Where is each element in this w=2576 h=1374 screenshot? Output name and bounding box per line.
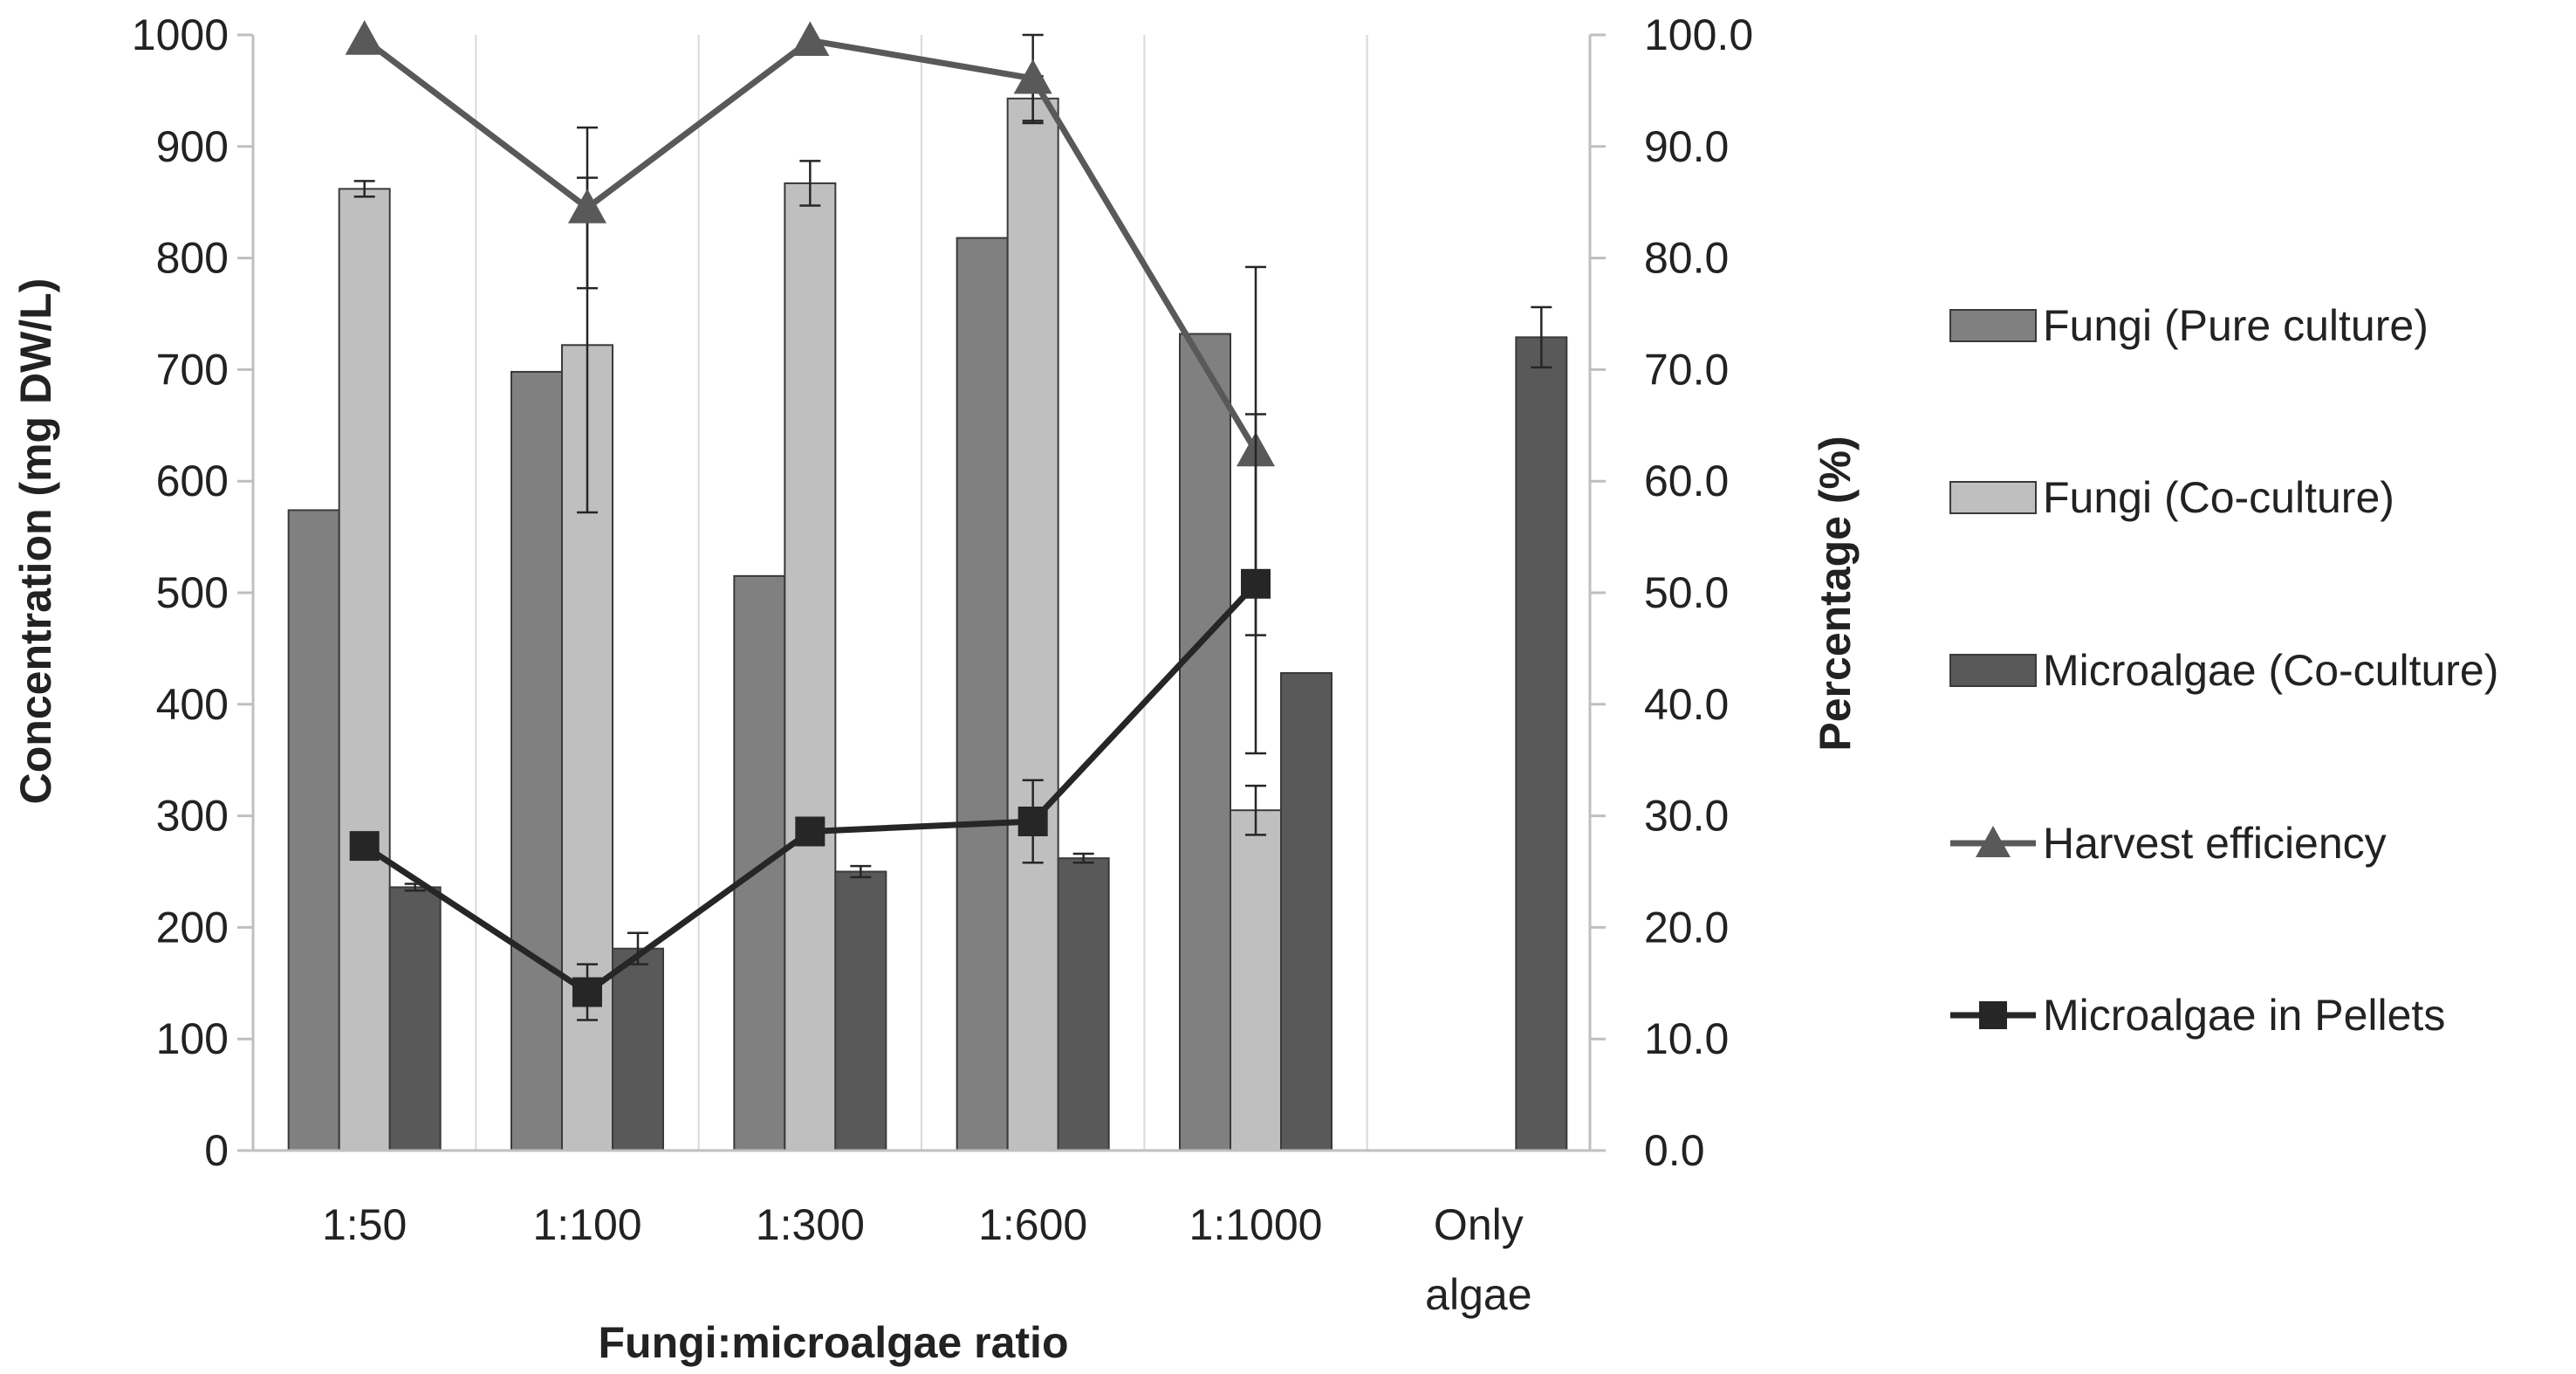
line-point [795, 816, 826, 847]
x-category-label: 1:600 [978, 1200, 1087, 1249]
legend-label: Harvest efficiency [2043, 819, 2387, 868]
line-point [349, 831, 380, 862]
line-point [1017, 806, 1048, 836]
y2-tick-label: 80.0 [1644, 234, 1729, 283]
y2-tick-label: 40.0 [1644, 680, 1729, 729]
bar [956, 237, 1009, 1152]
y-tick-label: 300 [156, 792, 229, 841]
bar [834, 870, 887, 1151]
bar [733, 574, 786, 1151]
y2-tick-label: 60.0 [1644, 457, 1729, 505]
y2-axis-title: Percentage (%) [1811, 436, 1860, 751]
tick-labels: 0 100 200 300 400 500 600 700 800 900 1000 0.0 10.0 2… [132, 10, 1753, 1175]
bar [388, 886, 442, 1152]
bar [338, 188, 391, 1151]
y-tick-label: 700 [156, 345, 229, 394]
y2-tick-label: 50.0 [1644, 568, 1729, 617]
bars [287, 97, 1568, 1152]
legend-label: Microalgae in Pellets [2043, 991, 2445, 1040]
bar [287, 509, 340, 1151]
line-point [1241, 568, 1271, 599]
y2-tick-label: 100.0 [1644, 10, 1753, 59]
y-tick-label: 900 [156, 122, 229, 171]
y-tick-label: 800 [156, 234, 229, 283]
legend-swatch [1949, 309, 2037, 342]
line-point [568, 189, 606, 223]
y2-tick-label: 90.0 [1644, 122, 1729, 171]
bar [510, 370, 563, 1151]
y-tick-label: 100 [156, 1014, 229, 1063]
y2-tick-label: 10.0 [1644, 1014, 1729, 1063]
bar [1057, 857, 1110, 1151]
x-category-label: 1:1000 [1189, 1200, 1323, 1249]
bar [1006, 97, 1059, 1152]
legend-swatch [1949, 654, 2037, 687]
gridlines [475, 35, 1368, 1151]
y2-tick-label: 20.0 [1644, 903, 1729, 951]
x-category-label: 1:50 [322, 1200, 407, 1249]
x-category-label: algae [1425, 1270, 1531, 1319]
legend-label: Fungi (Co-culture) [2043, 473, 2394, 522]
y-axis-title: Concentration (mg DW/L) [11, 278, 60, 805]
x-category-label: 1:300 [756, 1200, 865, 1249]
line-point [345, 20, 384, 55]
line-point [791, 21, 830, 56]
legend-marker [1979, 1001, 2007, 1029]
y-tick-label: 200 [156, 903, 229, 951]
bar [1515, 336, 1568, 1151]
y2-tick-label: 0.0 [1644, 1126, 1705, 1175]
legend-label: Fungi (Pure culture) [2043, 301, 2429, 350]
axes [237, 33, 1606, 1152]
line-point [1013, 58, 1052, 94]
y-tick-label: 1000 [132, 10, 229, 59]
y-tick-label: 400 [156, 680, 229, 729]
bar [784, 182, 837, 1151]
y-tick-label: 0 [204, 1126, 229, 1175]
x-category-label: Only [1434, 1200, 1524, 1249]
y2-tick-label: 70.0 [1644, 345, 1729, 394]
category-labels: 1:50 1:100 1:300 1:600 1:1000 Only algae [322, 1200, 1532, 1319]
x-category-label: 1:100 [532, 1200, 641, 1249]
line-point [572, 977, 602, 1007]
legend-marker [1976, 826, 2011, 857]
y2-tick-label: 30.0 [1644, 792, 1729, 841]
bar [1179, 333, 1231, 1151]
x-axis-title: Fungi:microalgae ratio [599, 1318, 1069, 1367]
legend: Fungi (Pure culture) Fungi (Co-culture) Mi… [1949, 301, 2498, 1040]
bar [612, 947, 664, 1151]
legend-swatch [1949, 481, 2037, 514]
legend-label: Microalgae (Co-culture) [2043, 646, 2498, 695]
bar [1230, 809, 1282, 1152]
lines [345, 20, 1275, 1021]
bar [1280, 672, 1333, 1151]
y-tick-label: 600 [156, 457, 229, 505]
y-tick-label: 500 [156, 568, 229, 617]
